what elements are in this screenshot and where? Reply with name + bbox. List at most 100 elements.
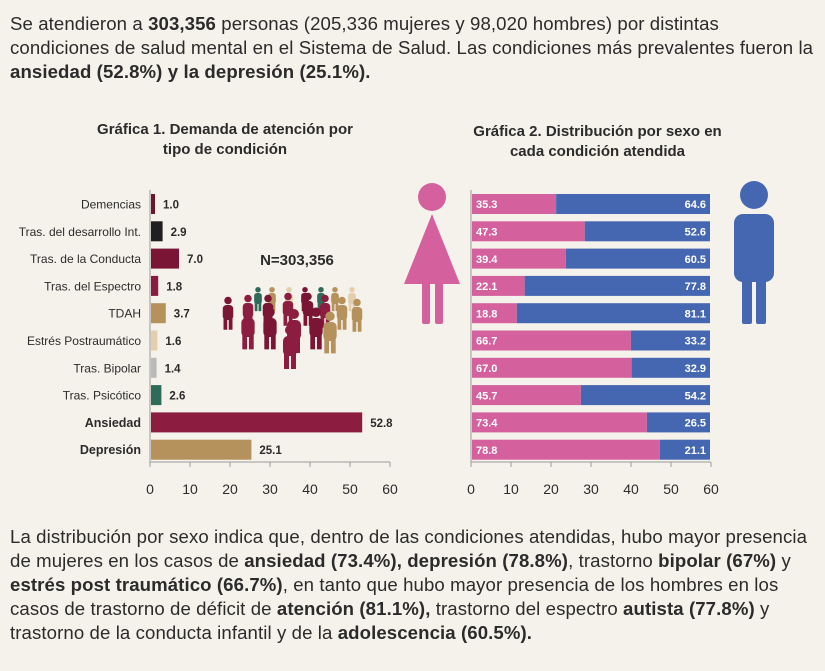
intro-text-2: personas (205,336 mujeres y 98,020 hombr… bbox=[10, 13, 814, 58]
chart1-tick-label: 60 bbox=[382, 481, 398, 497]
outro-text-4: , en tanto que hubo mayor presencia de l… bbox=[10, 574, 779, 619]
outro-bold-1: ansiedad (73.4%), depresión (78.8%) bbox=[244, 550, 569, 571]
chart1-bar bbox=[151, 357, 157, 378]
chart2-women-bar bbox=[472, 385, 581, 406]
man-icon bbox=[734, 181, 774, 324]
outro-bold-3: estrés post traumático (66.7%) bbox=[10, 574, 283, 595]
chart2-women-label: 18.8 bbox=[476, 308, 497, 320]
chart1-bar bbox=[151, 303, 166, 324]
chart2-men-label: 33.2 bbox=[685, 336, 706, 348]
chart1-value-label: 2.9 bbox=[171, 227, 187, 239]
chart1-category-label: Tras. Psicótico bbox=[63, 389, 142, 403]
chart1-category-label: TDAH bbox=[108, 307, 141, 321]
chart1-title: Gráfica 1. Demanda de atención por tipo … bbox=[97, 121, 353, 158]
chart2-women-label: 45.7 bbox=[476, 390, 497, 402]
person-figure bbox=[254, 286, 262, 312]
chart1-value-label: 3.7 bbox=[174, 309, 190, 321]
chart2-men-bar bbox=[646, 412, 710, 433]
outro-text-3: y bbox=[776, 550, 791, 571]
chart1-tick-label: 0 bbox=[146, 481, 154, 497]
chart1-bar bbox=[151, 439, 252, 460]
chart2-men-bar bbox=[556, 194, 710, 214]
chart1-value-label: 7.0 bbox=[187, 254, 203, 266]
chart1-bar bbox=[151, 248, 179, 269]
chart2-men-bar bbox=[524, 275, 710, 296]
chart2-tick-label: 0 bbox=[467, 481, 475, 497]
intro-total: 303,356 bbox=[148, 13, 216, 34]
outro-text-1: La distribución por sexo indica que, den… bbox=[10, 526, 808, 571]
chart2-title: Gráfica 2. Distribución por sexo en cada… bbox=[473, 123, 722, 160]
chart1-bar bbox=[151, 194, 155, 214]
chart1-bar bbox=[151, 330, 158, 351]
chart2-bars: 35.3 64.6 47.3 52.6 39.4 60.5 22.1 77.8 18.8 81.1… bbox=[472, 194, 710, 460]
chart1-tick-label: 50 bbox=[342, 481, 358, 497]
chart2-tick-label: 40 bbox=[623, 481, 639, 497]
chart1-value-label: 1.0 bbox=[163, 200, 179, 212]
n-label: N=303,356 bbox=[260, 252, 334, 269]
person-figure bbox=[263, 307, 277, 350]
outro-text-5: trastorno del espectro bbox=[430, 598, 624, 619]
chart2-women-label: 67.0 bbox=[476, 363, 497, 375]
chart1-value-label: 52.8 bbox=[370, 418, 393, 430]
person-figure bbox=[222, 296, 234, 330]
chart2-women-bar bbox=[472, 221, 585, 242]
outro-bold-6: adolescencia (60.5%). bbox=[337, 622, 533, 643]
chart2-men-bar bbox=[630, 330, 710, 351]
chart1-bar bbox=[151, 412, 363, 433]
outro-paragraph: La distribución por sexo indica que, den… bbox=[10, 525, 815, 645]
chart2-men-bar bbox=[565, 248, 710, 269]
chart1-category-label: Demencias bbox=[81, 198, 141, 212]
chart1-category-label: Tras. Bipolar bbox=[73, 361, 141, 375]
chart1-value-label: 1.4 bbox=[165, 363, 182, 375]
person-figure bbox=[336, 296, 348, 330]
chart2-men-bar bbox=[631, 357, 710, 378]
chart2-tick-label: 50 bbox=[663, 481, 679, 497]
chart1-value-label: 1.6 bbox=[165, 336, 181, 348]
chart2-women-bar bbox=[472, 248, 566, 269]
intro-text-1: Se atendieron a bbox=[10, 13, 149, 34]
chart2-men-bar bbox=[659, 439, 710, 460]
chart1-value-label: 2.6 bbox=[169, 391, 185, 403]
chart2-women-label: 35.3 bbox=[476, 199, 497, 211]
outro-bold-2: bipolar (67%) bbox=[658, 550, 777, 571]
chart1-bar bbox=[151, 385, 162, 406]
chart1-bars: Demencias 1.0 Tras. del desarrollo Int. 2.9… bbox=[19, 194, 393, 460]
outro-bold-4: atención (81.1%), bbox=[276, 598, 431, 619]
crowd-illustration bbox=[222, 286, 363, 369]
chart2-women-label: 73.4 bbox=[476, 418, 498, 430]
chart2-men-label: 64.6 bbox=[685, 199, 706, 211]
person-figure bbox=[309, 307, 323, 350]
chart2-tick-label: 60 bbox=[703, 481, 719, 497]
chart1-category-label: Tras. del Espectro bbox=[44, 279, 141, 293]
chart2-men-label: 54.2 bbox=[685, 390, 706, 402]
chart2-women-label: 39.4 bbox=[476, 254, 498, 266]
chart2-men-label: 26.5 bbox=[685, 418, 706, 430]
chart1-value-label: 25.1 bbox=[259, 445, 282, 457]
chart1-tick-label: 20 bbox=[222, 481, 238, 497]
chart1-tick-label: 30 bbox=[262, 481, 278, 497]
chart1-category-label: Estrés Postraumático bbox=[27, 334, 141, 348]
chart2-women-label: 22.1 bbox=[476, 281, 497, 293]
chart2-women-bar bbox=[472, 357, 632, 378]
chart2-men-bar bbox=[584, 221, 710, 242]
person-figure bbox=[351, 298, 363, 332]
intro-highlight: ansiedad (52.8%) y la depresión (25.1%). bbox=[10, 61, 371, 82]
person-figure bbox=[283, 325, 297, 369]
chart2-women-label: 66.7 bbox=[476, 336, 497, 348]
chart2-ticks: 0 10 20 30 40 50 60 bbox=[467, 462, 719, 497]
person-figure bbox=[323, 311, 337, 354]
chart1-bar bbox=[151, 221, 163, 242]
chart1-ticks: 0 10 20 30 40 50 60 bbox=[146, 462, 398, 497]
chart2-men-label: 32.9 bbox=[685, 363, 706, 375]
chart2-men-label: 52.6 bbox=[685, 227, 706, 239]
chart2-men-label: 60.5 bbox=[685, 254, 706, 266]
outro-bold-5: autista (77.8%) bbox=[623, 598, 755, 619]
woman-icon bbox=[404, 183, 460, 324]
chart2-women-bar bbox=[472, 303, 517, 324]
chart2-women-bar bbox=[472, 275, 525, 296]
chart1-category-label: Tras. de la Conducta bbox=[30, 252, 141, 266]
intro-paragraph: Se atendieron a 303,356 personas (205,33… bbox=[10, 12, 815, 84]
chart2-tick-label: 10 bbox=[503, 481, 519, 497]
chart2-men-bar bbox=[516, 303, 710, 324]
